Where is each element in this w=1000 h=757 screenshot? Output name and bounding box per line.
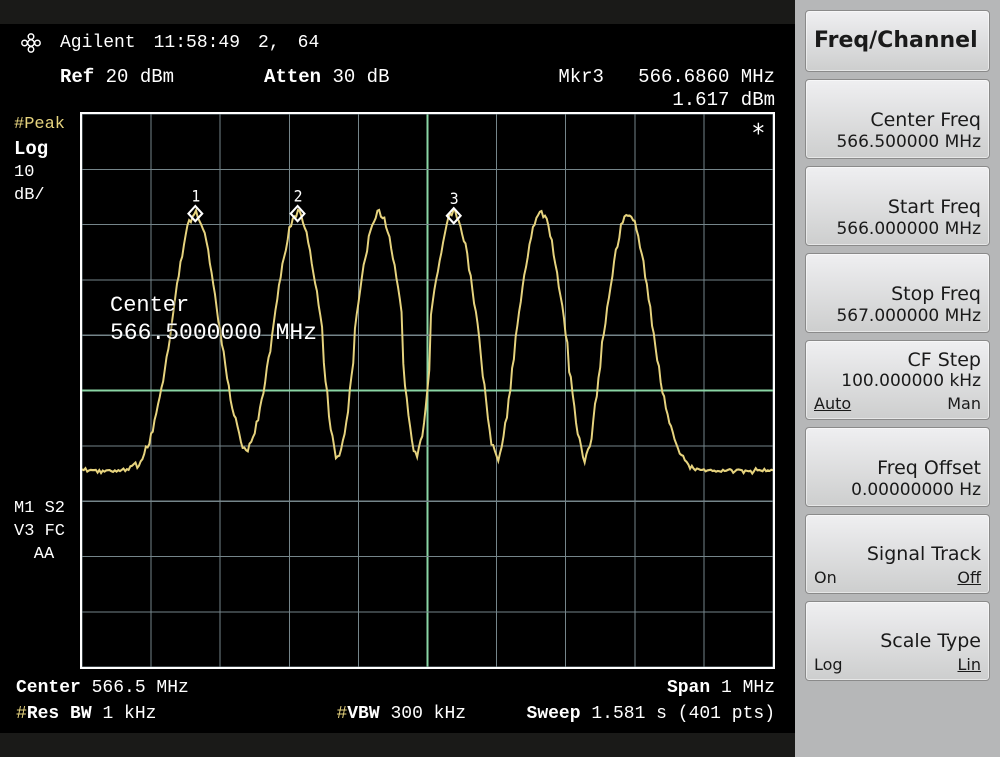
time-label: 11:58:49 xyxy=(154,33,240,53)
ref-value: 20 dBm xyxy=(106,66,174,88)
marker-amp: 1.617 dBm xyxy=(558,89,775,112)
vbw-hash: # xyxy=(336,704,347,724)
panel-title: Freq/Channel xyxy=(805,10,990,72)
softkey-cf-step[interactable]: CF Step100.000000 kHzAutoMan xyxy=(805,340,990,420)
svg-text:*: * xyxy=(751,118,765,148)
bottom-info: Center 566.5 MHz #Res BW 1 kHz #VBW 300 … xyxy=(0,669,795,733)
center-value: 566.5 MHz xyxy=(92,678,189,698)
trace-m3: AA xyxy=(14,544,74,567)
agilent-logo-icon xyxy=(20,32,42,54)
vbw-label: VBW xyxy=(347,704,379,724)
spectrum-plot[interactable]: 123* Center 566.5000000 MHz xyxy=(80,112,775,669)
softkey-center-freq[interactable]: Center Freq566.500000 MHz xyxy=(805,79,990,159)
scale-10: 10 xyxy=(14,162,74,185)
svg-text:1: 1 xyxy=(191,187,200,206)
sweep-value: 1.581 s (401 pts) xyxy=(591,704,775,724)
marker-name: Mkr3 xyxy=(558,66,604,88)
resbw-hash: # xyxy=(16,704,27,724)
atten-label: Atten xyxy=(264,66,321,88)
svg-text:2: 2 xyxy=(294,187,303,206)
trace-m1: M1 S2 xyxy=(14,498,74,521)
softkey-stop-freq[interactable]: Stop Freq567.000000 MHz xyxy=(805,253,990,333)
span-value: 1 MHz xyxy=(721,678,775,698)
softkey-freq-offset[interactable]: Freq Offset0.00000000 Hz xyxy=(805,427,990,507)
sweep-label: Sweep xyxy=(527,704,581,724)
scale-db: dB/ xyxy=(14,185,74,208)
header-extra1: 2, xyxy=(258,33,280,53)
header-extra2: 64 xyxy=(298,33,320,53)
left-annotations: #Peak Log 10 dB/ M1 S2 V3 FC AA xyxy=(0,112,80,669)
vbw-value: 300 kHz xyxy=(390,704,466,724)
softkey-scale-type[interactable]: Scale TypeLogLin xyxy=(805,601,990,681)
trace-m2: V3 FC xyxy=(14,521,74,544)
brand-label: Agilent xyxy=(60,33,136,53)
header-bar: Agilent 11:58:49 2, 64 xyxy=(0,20,795,62)
peak-indicator: #Peak xyxy=(14,114,74,137)
ref-label: Ref xyxy=(60,66,94,88)
softkey-panel: Freq/Channel Center Freq566.500000 MHzSt… xyxy=(795,0,1000,757)
softkey-start-freq[interactable]: Start Freq566.000000 MHz xyxy=(805,166,990,246)
atten-value: 30 dB xyxy=(332,66,389,88)
marker-freq: 566.6860 MHz xyxy=(638,66,775,88)
resbw-label: Res BW xyxy=(27,704,92,724)
info-row: Ref 20 dBm Atten 30 dB Mkr3 566.6860 MHz… xyxy=(0,62,795,112)
analyzer-screen: Agilent 11:58:49 2, 64 Ref 20 dBm Atten … xyxy=(0,0,795,757)
log-label: Log xyxy=(14,137,74,163)
span-label: Span xyxy=(667,678,710,698)
svg-text:3: 3 xyxy=(450,189,459,208)
resbw-value: 1 kHz xyxy=(102,704,156,724)
center-label: Center xyxy=(16,678,81,698)
softkey-signal-track[interactable]: Signal TrackOnOff xyxy=(805,514,990,594)
